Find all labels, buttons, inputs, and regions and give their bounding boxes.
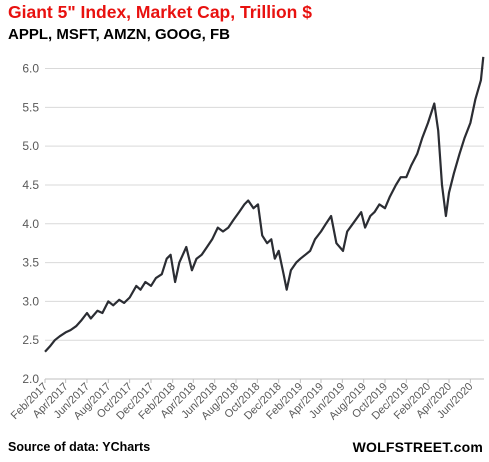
chart-subtitle: APPL, MSFT, AMZN, GOOG, FB xyxy=(8,26,230,43)
y-tick-label: 5.0 xyxy=(22,139,39,153)
y-axis-ticks: 2.0 2.5 3.0 3.5 4.0 4.5 5.0 5.5 6.0 xyxy=(22,62,39,386)
y-tick-label: 3.5 xyxy=(22,256,39,270)
market-cap-line xyxy=(44,56,485,353)
y-tick-label: 2.0 xyxy=(22,372,39,386)
y-tick-label: 4.0 xyxy=(22,217,39,231)
y-tick-label: 6.0 xyxy=(22,62,39,76)
line-chart: 2.0 2.5 3.0 3.5 4.0 4.5 5.0 5.5 6.0 Feb/2017Apr/… xyxy=(9,56,485,422)
y-tick-label: 2.5 xyxy=(22,333,39,347)
y-tick-label: 3.0 xyxy=(22,294,39,308)
data-source-note: Source of data: YCharts xyxy=(8,440,151,454)
wolfstreet-brand: WOLFSTREET.com xyxy=(352,439,483,455)
gridlines xyxy=(45,68,484,380)
chart-title: Giant 5" Index, Market Cap, Trillion $ xyxy=(8,2,312,22)
y-tick-label: 4.5 xyxy=(22,178,39,192)
x-axis-ticks: Feb/2017Apr/2017Jun/2017Aug/2017Oct/2017… xyxy=(9,379,475,422)
y-tick-label: 5.5 xyxy=(22,100,39,114)
